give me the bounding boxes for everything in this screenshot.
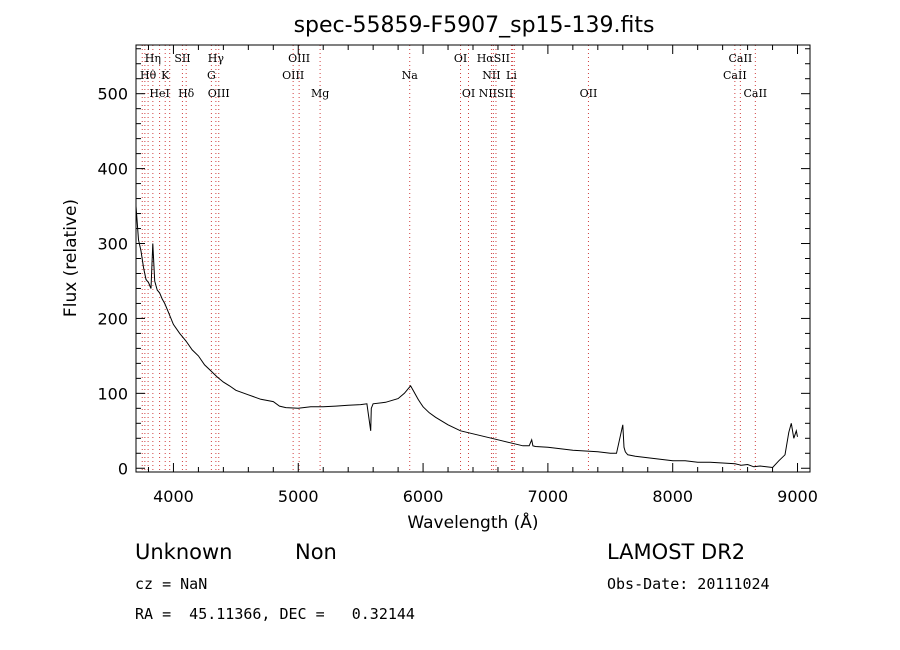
line-label: G: [207, 69, 216, 82]
plot-frame: [135, 44, 811, 473]
emission-line-markers: [141, 45, 756, 472]
emission-line-labels: Hη Hθ K HeI SII Hδ Hγ G OIII OIII OIII Mg Na OI OI HαSI…: [140, 52, 767, 100]
x-tick-label: 5000: [278, 487, 319, 506]
line-label: Hη: [145, 52, 161, 65]
line-label: Hγ: [208, 52, 225, 65]
x-tick-label: 8000: [652, 487, 693, 506]
x-tick-label: 4000: [153, 487, 194, 506]
line-label: HeI: [149, 87, 169, 100]
line-label: OI: [462, 87, 475, 100]
line-label: Na: [402, 69, 419, 82]
redshift-value: cz = NaN: [135, 575, 208, 593]
x-tick-label: 7000: [528, 487, 569, 506]
line-label: OI: [454, 52, 467, 65]
line-label: CaII: [743, 87, 767, 100]
object-subclass: Non: [295, 540, 337, 564]
y-tick-label: 100: [97, 384, 128, 403]
line-label: K: [161, 69, 170, 82]
y-tick-label: 500: [97, 85, 128, 104]
line-label: Hθ: [140, 69, 157, 82]
line-label: OII: [580, 87, 598, 100]
coordinates: RA = 45.11366, DEC = 0.32144: [135, 605, 415, 623]
line-label: SII: [174, 52, 190, 65]
line-label: Hδ: [178, 87, 195, 100]
object-class: Unknown: [135, 540, 233, 564]
line-label: OIII: [288, 52, 310, 65]
y-tick-label: 300: [97, 235, 128, 254]
line-label: CaII: [729, 52, 753, 65]
line-label: CaII: [723, 69, 747, 82]
y-axis-label: Flux (relative): [61, 199, 81, 317]
line-label: OIII: [208, 87, 230, 100]
x-tick-label: 9000: [777, 487, 818, 506]
survey-name: LAMOST DR2: [607, 540, 746, 564]
line-label: HαSII: [477, 52, 510, 65]
line-label: Mg: [311, 87, 329, 100]
line-label: NII: [482, 69, 500, 82]
x-tick-label: 6000: [403, 487, 444, 506]
chart-title: spec-55859-F5907_sp15-139.fits: [294, 13, 655, 38]
y-tick-label: 400: [97, 160, 128, 179]
y-tick-label: 200: [97, 309, 128, 328]
line-label: Li: [506, 69, 517, 82]
axis-ticks: 4000 5000 6000 7000 8000 9000 0 100 200 300 400 500: [97, 45, 818, 506]
spectrum-flux-line: [135, 206, 798, 469]
x-axis-label: Wavelength (Å): [407, 511, 538, 533]
observation-date: Obs-Date: 20111024: [607, 575, 770, 593]
y-tick-label: 0: [118, 459, 128, 478]
line-label: OIII: [282, 69, 304, 82]
line-label: NIISII: [479, 87, 514, 100]
